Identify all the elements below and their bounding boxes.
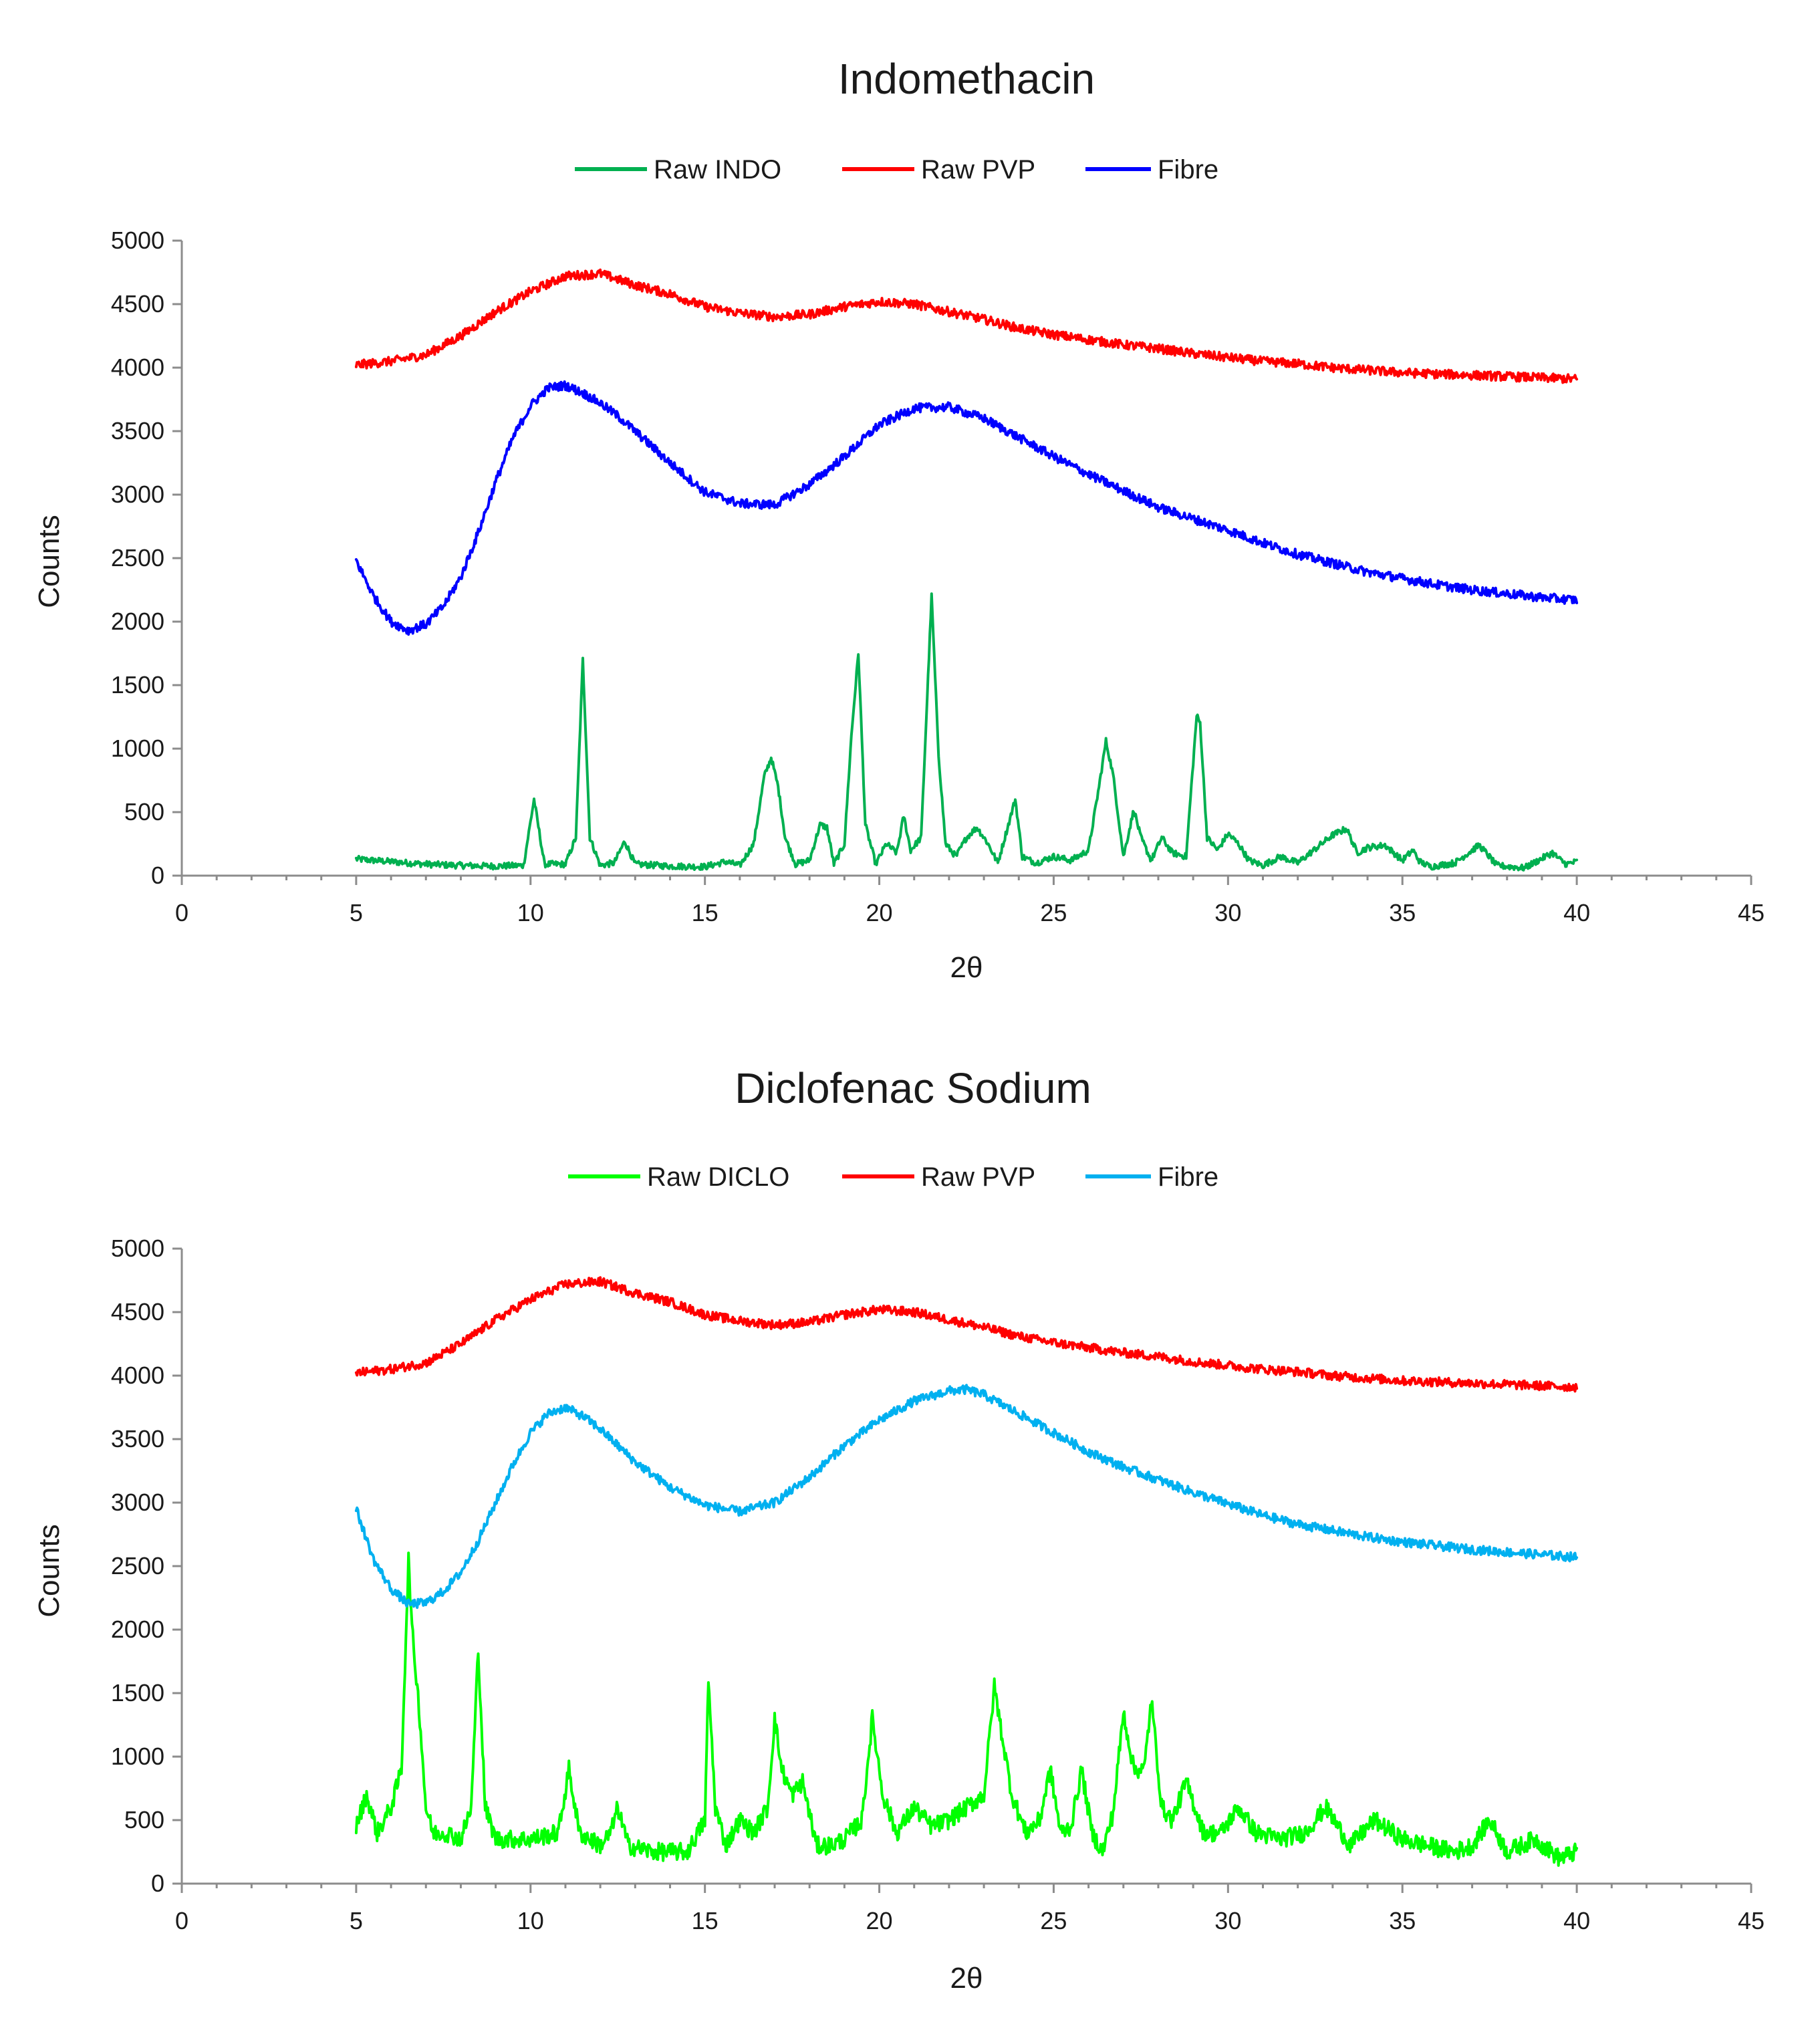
x-tick-label: 20 (866, 1907, 893, 1934)
y-tick-label: 500 (124, 1806, 164, 1833)
x-tick-label: 25 (1040, 1907, 1067, 1934)
series-line-fibre (354, 380, 1579, 636)
x-tick-label: 0 (175, 899, 188, 926)
y-tick-label: 3000 (111, 481, 164, 508)
y-tick-label: 5000 (111, 227, 164, 254)
y-tick-label: 5000 (111, 1235, 164, 1262)
y-tick-label: 4500 (111, 1298, 164, 1325)
x-tick-label: 45 (1738, 1907, 1765, 1934)
legend-label: Raw PVP (921, 155, 1035, 184)
legend-label: Raw INDO (654, 155, 781, 184)
axes: 0 500 1000 1500 2000 2500 3000 3500 4000 4500 5000… (111, 227, 1765, 926)
y-tick-label: 1000 (111, 1743, 164, 1770)
x-tick-label: 35 (1389, 899, 1416, 926)
x-tick-label: 10 (517, 899, 544, 926)
y-tick-label: 1500 (111, 671, 164, 698)
y-axis-title: Counts (33, 515, 66, 608)
y-tick-label: 1500 (111, 1679, 164, 1706)
x-tick-label: 15 (692, 1907, 719, 1934)
legend-label: Fibre (1158, 1162, 1218, 1192)
plot-series (354, 268, 1579, 872)
series-line-raw-pvp (354, 1276, 1579, 1393)
y-tick-label: 3500 (111, 417, 164, 444)
series-line-fibre (354, 1384, 1579, 1609)
diclofenac-sodium-chart: Diclofenac Sodium Raw DICLO Raw PVP Fibr… (33, 1064, 1765, 1995)
y-tick-label: 0 (151, 862, 164, 889)
legend-label: Fibre (1158, 155, 1218, 184)
chart-title: Diclofenac Sodium (735, 1064, 1091, 1112)
x-tick-label: 5 (350, 1907, 363, 1934)
x-tick-label: 40 (1563, 1907, 1590, 1934)
legend-label: Raw DICLO (647, 1162, 789, 1192)
x-tick-label: 0 (175, 1907, 188, 1934)
x-tick-label: 30 (1214, 1907, 1241, 1934)
y-tick-label: 3000 (111, 1489, 164, 1516)
x-tick-label: 5 (350, 899, 363, 926)
y-tick-label: 4500 (111, 290, 164, 318)
y-tick-label: 4000 (111, 354, 164, 381)
y-tick-label: 2500 (111, 1552, 164, 1579)
chart-title: Indomethacin (838, 55, 1095, 103)
y-tick-label: 3500 (111, 1425, 164, 1452)
plot-series (354, 1276, 1579, 1867)
x-tick-label: 10 (517, 1907, 544, 1934)
x-tick-label: 30 (1214, 899, 1241, 926)
y-tick-label: 2000 (111, 1616, 164, 1643)
legend: Raw DICLO Raw PVP Fibre (568, 1162, 1218, 1192)
x-tick-label: 20 (866, 899, 893, 926)
y-tick-label: 1000 (111, 735, 164, 762)
x-axis-title: 2θ (950, 951, 983, 984)
series-line-raw-indo (354, 592, 1579, 872)
series-line-raw-pvp (354, 268, 1579, 384)
y-tick-label: 0 (151, 1870, 164, 1897)
x-tick-label: 35 (1389, 1907, 1416, 1934)
y-tick-label: 500 (124, 798, 164, 826)
x-axis-title: 2θ (950, 1962, 983, 1995)
y-tick-label: 4000 (111, 1362, 164, 1389)
y-tick-label: 2000 (111, 608, 164, 635)
x-tick-label: 15 (692, 899, 719, 926)
x-tick-label: 25 (1040, 899, 1067, 926)
y-axis-title: Counts (33, 1524, 66, 1617)
x-tick-label: 45 (1738, 899, 1765, 926)
indomethacin-chart: Indomethacin Raw INDO Raw PVP Fibre 0500… (33, 55, 1765, 984)
legend: Raw INDO Raw PVP Fibre (575, 155, 1218, 184)
series-line-raw-diclo (354, 1551, 1579, 1867)
x-tick-label: 40 (1563, 899, 1590, 926)
legend-label: Raw PVP (921, 1162, 1035, 1192)
y-tick-label: 2500 (111, 544, 164, 572)
axes: 0 500 1000 1500 2000 2500 3000 3500 4000 4500 5000… (111, 1235, 1765, 1934)
